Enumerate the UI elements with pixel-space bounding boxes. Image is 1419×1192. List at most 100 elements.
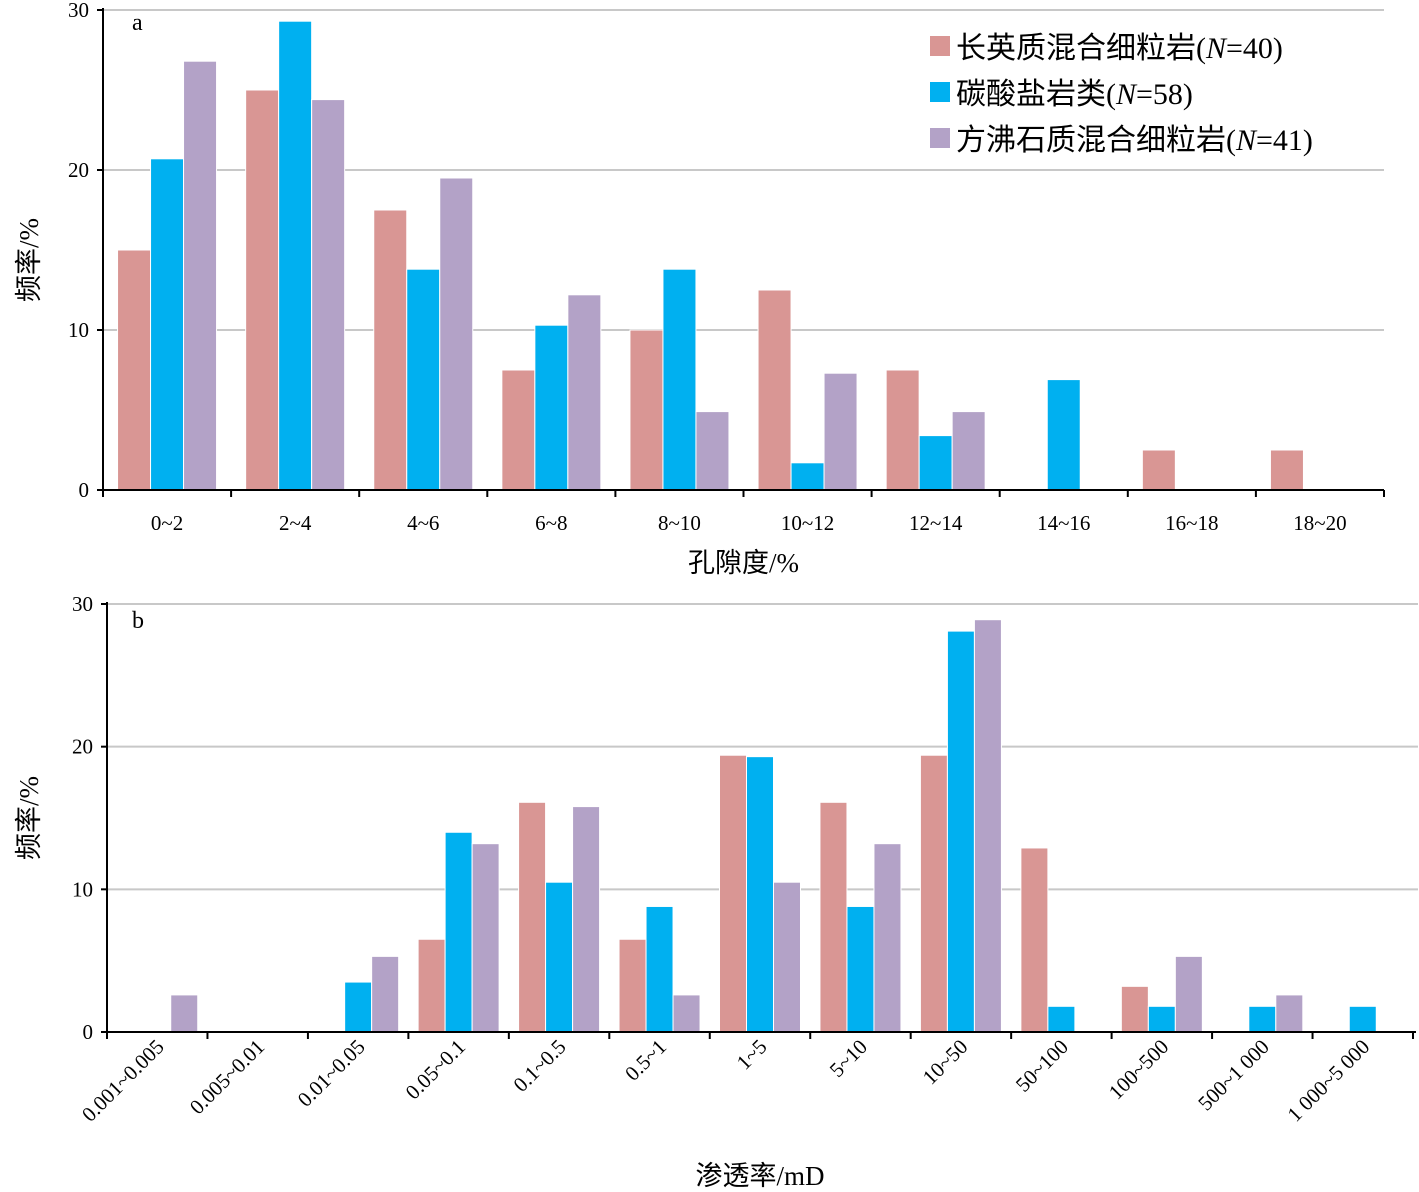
y-tick-label: 30	[68, 0, 89, 22]
y-tick-label: 10	[72, 877, 93, 901]
x-tick-label: 4~6	[407, 511, 439, 535]
x-tick-label: 0.001~0.005	[77, 1035, 169, 1127]
x-tick-label: 2~4	[279, 511, 312, 535]
bar-felsic	[417, 938, 446, 1033]
bar-zeolite	[1174, 955, 1203, 1033]
bar-zeolite	[170, 994, 199, 1033]
legend: 长英质混合细粒岩(N=40) 碳酸盐岩类(N=58) 方沸石质混合细粒岩(N=41)	[930, 32, 1313, 157]
x-tick-label: 8~10	[658, 511, 701, 535]
x-tick-label: 14~16	[1037, 511, 1090, 535]
bar-felsic	[501, 369, 536, 491]
legend-swatch-carbonate	[930, 82, 950, 102]
bar-carbonate	[406, 268, 441, 491]
y-tick-label: 30	[72, 592, 93, 616]
bar-carbonate	[1046, 379, 1081, 491]
legend-label-felsic: 长英质混合细粒岩(N=40)	[956, 32, 1283, 65]
x-tick-label: 0.5~1	[620, 1035, 671, 1086]
bar-zeolite	[371, 955, 400, 1033]
bar-carbonate	[662, 268, 697, 491]
bar-felsic	[373, 209, 408, 491]
bar-felsic	[919, 754, 948, 1033]
bar-zeolite	[695, 411, 730, 491]
panel-label-b: b	[132, 608, 144, 634]
legend-label-zeolite: 方沸石质混合细粒岩(N=41)	[956, 124, 1313, 157]
bar-carbonate	[534, 324, 569, 491]
x-tick-label: 10~12	[781, 511, 834, 535]
bar-carbonate	[1348, 1005, 1377, 1033]
bar-felsic	[1141, 449, 1176, 491]
bar-zeolite	[672, 994, 701, 1033]
y-tick-label: 0	[79, 478, 90, 502]
x-tick-label: 1 000~5 000	[1282, 1035, 1374, 1127]
chart-a: a 0 10 20 30 0~2 2~4 4~6 6~8 8~10 10~12 12~14 14~16…	[14, 0, 1385, 578]
bar-felsic	[885, 369, 920, 491]
bar-carbonate	[278, 20, 313, 491]
bar-zeolite	[873, 843, 902, 1033]
x-tick-label: 0.05~0.1	[401, 1035, 471, 1105]
bar-felsic	[245, 89, 280, 491]
x-tick-label: 0.1~0.5	[508, 1035, 570, 1097]
bar-carbonate	[846, 905, 875, 1033]
bar-carbonate	[946, 630, 975, 1033]
x-tick-label: 500~1 000	[1193, 1035, 1274, 1116]
x-tick-label: 6~8	[535, 511, 567, 535]
bar-zeolite	[773, 881, 801, 1033]
bar-carbonate	[645, 905, 674, 1033]
bar-felsic	[757, 289, 792, 491]
x-tick-label: 16~18	[1165, 511, 1218, 535]
bar-felsic	[819, 801, 848, 1033]
x-axis-title: 渗透率/mD	[695, 1161, 824, 1191]
x-tick-label: 5~10	[825, 1035, 872, 1082]
bar-felsic	[1269, 449, 1304, 491]
legend-swatch-felsic	[930, 36, 950, 56]
bar-zeolite	[823, 372, 858, 491]
x-tick-label: 1~5	[732, 1035, 772, 1075]
bar-carbonate	[1248, 1005, 1277, 1033]
bar-felsic	[719, 754, 747, 1033]
x-axis-title: 孔隙度/%	[688, 548, 799, 578]
bar-carbonate	[1147, 1005, 1176, 1033]
bar-felsic	[618, 938, 647, 1033]
bar-carbonate	[545, 881, 574, 1033]
bar-zeolite	[439, 177, 474, 491]
bar-carbonate	[746, 756, 774, 1033]
y-tick-label: 20	[68, 158, 89, 182]
x-tick-label: 18~20	[1293, 511, 1346, 535]
legend-label-carbonate: 碳酸盐岩类(N=58)	[956, 78, 1193, 111]
y-tick-label: 10	[68, 318, 89, 342]
bar-zeolite	[311, 99, 346, 491]
bar-carbonate	[918, 435, 953, 491]
panel-label-a: a	[132, 10, 143, 36]
x-tick-label: 0~2	[151, 511, 183, 535]
y-tick-label: 0	[83, 1020, 94, 1044]
y-axis-title: 频率/%	[14, 218, 44, 302]
y-axis-title: 频率/%	[14, 776, 44, 860]
bar-zeolite	[183, 60, 218, 491]
bar-carbonate	[344, 981, 373, 1033]
bar-felsic	[1120, 985, 1149, 1033]
y-tick-label: 20	[72, 735, 93, 759]
bar-felsic	[518, 801, 547, 1033]
x-tick-label: 0.005~0.01	[185, 1035, 269, 1119]
bar-zeolite	[951, 411, 986, 491]
x-tick-label: 12~14	[909, 511, 963, 535]
bar-zeolite	[1275, 994, 1304, 1033]
x-tick-label: 0.01~0.05	[293, 1035, 370, 1112]
bar-carbonate	[790, 462, 825, 491]
bar-zeolite	[471, 843, 500, 1033]
bar-carbonate	[150, 158, 185, 491]
bar-carbonate	[1047, 1005, 1076, 1033]
x-tick-label: 100~500	[1104, 1035, 1174, 1105]
bar-zeolite	[973, 619, 1002, 1033]
bar-felsic	[117, 249, 152, 491]
bar-carbonate	[444, 831, 473, 1033]
bar-zeolite	[567, 294, 602, 491]
chart-b: b 0 10 20 30 0.001~0.005 0.005~0.01 0.01~0.05 0…	[14, 592, 1418, 1191]
bar-felsic	[629, 329, 664, 491]
legend-swatch-zeolite	[930, 128, 950, 148]
bar-zeolite	[572, 806, 601, 1033]
x-tick-label: 10~50	[918, 1035, 973, 1090]
bar-felsic	[1020, 847, 1049, 1033]
x-tick-label: 50~100	[1011, 1035, 1073, 1097]
